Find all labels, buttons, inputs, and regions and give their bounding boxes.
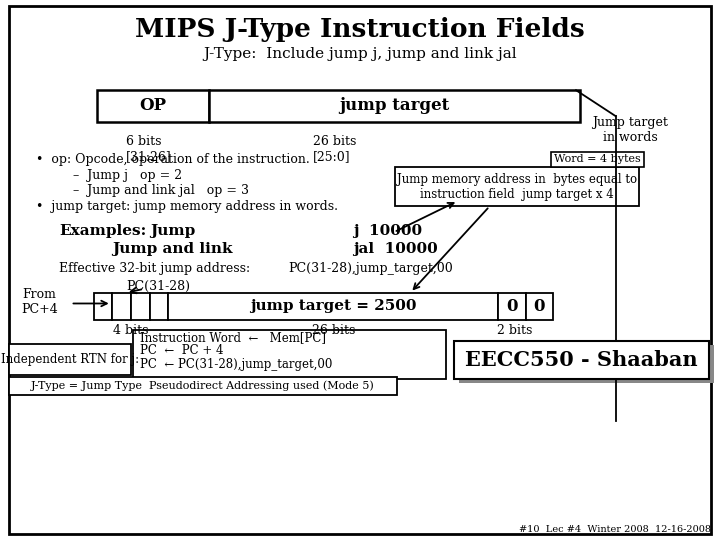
Text: •  op: Opcode, operation of the instruction.: • op: Opcode, operation of the instructi…	[36, 153, 310, 166]
Bar	[459, 345, 714, 383]
Bar	[9, 344, 131, 375]
Text: Independent RTN for j:: Independent RTN for j:	[1, 353, 139, 366]
Bar	[395, 167, 639, 206]
Text: PC(31-28),jump_target,00: PC(31-28),jump_target,00	[288, 262, 453, 275]
Text: 6 bits
[31:26]: 6 bits [31:26]	[126, 135, 172, 163]
Text: j  10000: j 10000	[353, 224, 422, 238]
Bar	[131, 293, 150, 320]
Text: 0: 0	[506, 298, 518, 315]
Text: Effective 32-bit jump address:: Effective 32-bit jump address:	[59, 262, 250, 275]
Bar	[97, 90, 209, 122]
Text: Examples:: Examples:	[59, 224, 146, 238]
Text: Jump target
in words: Jump target in words	[592, 116, 668, 144]
Text: PC  ← PC(31-28),jump_target,00: PC ← PC(31-28),jump_target,00	[140, 358, 333, 371]
Bar	[526, 293, 553, 320]
Bar	[498, 293, 526, 320]
Text: 26 bits
[25:0]: 26 bits [25:0]	[313, 135, 356, 163]
Text: 4 bits: 4 bits	[113, 324, 149, 337]
Text: jump target = 2500: jump target = 2500	[250, 299, 417, 313]
Text: J-Type:  Include jump j, jump and link jal: J-Type: Include jump j, jump and link ja…	[203, 47, 517, 61]
Text: 0: 0	[534, 298, 545, 315]
Text: 26 bits: 26 bits	[312, 324, 355, 337]
Text: PC  ←  PC + 4: PC ← PC + 4	[140, 345, 224, 357]
Bar	[454, 341, 709, 379]
Text: Jump: Jump	[150, 224, 195, 238]
Text: From
PC+4: From PC+4	[21, 288, 58, 316]
Bar	[94, 293, 112, 320]
Text: –  Jump and link jal   op = 3: – Jump and link jal op = 3	[61, 184, 249, 197]
Text: Jump and link: Jump and link	[112, 242, 233, 256]
Bar	[168, 293, 498, 320]
Text: Jump memory address in  bytes equal to
instruction field  jump target x 4: Jump memory address in bytes equal to in…	[397, 173, 637, 201]
Text: EECC550 - Shaaban: EECC550 - Shaaban	[465, 350, 698, 370]
Text: •  jump target: jump memory address in words.: • jump target: jump memory address in wo…	[36, 200, 338, 213]
Text: J-Type = Jump Type  Pseudodirect Addressing used (Mode 5): J-Type = Jump Type Pseudodirect Addressi…	[31, 381, 375, 392]
Text: #10  Lec #4  Winter 2008  12-16-2008: #10 Lec #4 Winter 2008 12-16-2008	[519, 525, 711, 534]
Text: 2 bits: 2 bits	[497, 324, 533, 337]
Text: OP: OP	[140, 97, 166, 114]
Text: PC(31-28): PC(31-28)	[126, 280, 190, 293]
Text: MIPS J-Type Instruction Fields: MIPS J-Type Instruction Fields	[135, 17, 585, 42]
Bar	[112, 293, 131, 320]
Text: –  Jump j   op = 2: – Jump j op = 2	[61, 169, 182, 182]
Bar	[150, 293, 168, 320]
Text: jal  10000: jal 10000	[353, 242, 438, 256]
Text: Instruction Word  ←   Mem[PC]: Instruction Word ← Mem[PC]	[140, 331, 326, 344]
Bar	[133, 330, 446, 379]
Bar	[209, 90, 580, 122]
Bar	[9, 377, 397, 395]
Text: Word = 4 bytes: Word = 4 bytes	[554, 154, 641, 164]
Text: jump target: jump target	[339, 97, 449, 114]
